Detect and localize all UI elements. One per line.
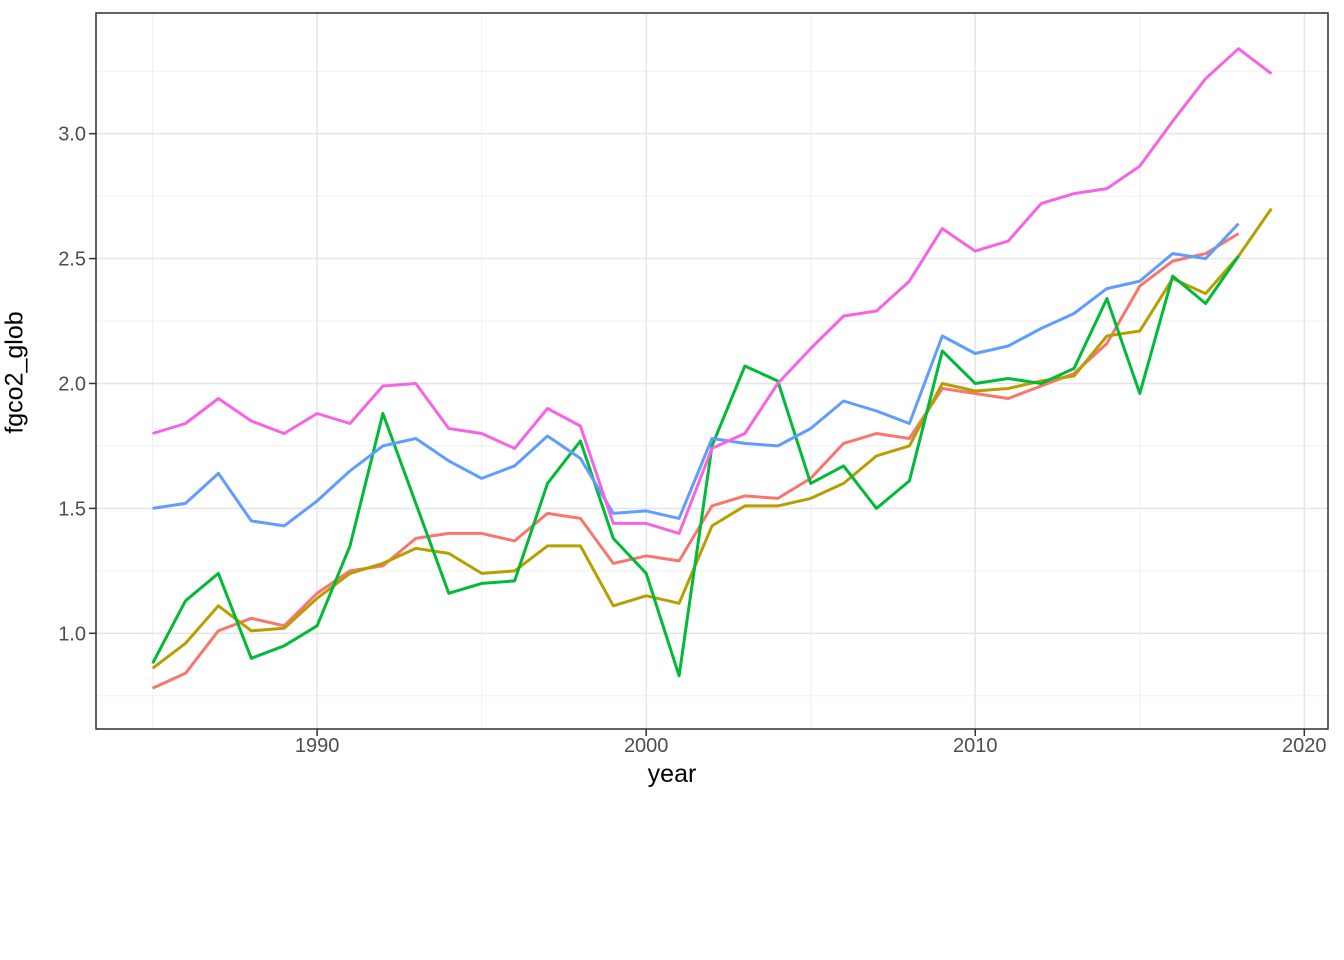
y-tick-label: 2.0 (58, 373, 86, 395)
x-axis-title: year (647, 760, 697, 788)
y-tick-label: 1.0 (58, 623, 86, 645)
y-tick-label: 2.5 (58, 249, 86, 271)
series-line-OceanSODAETHZ_v20211207 (152, 222, 1240, 528)
series-line-JenaMLS_v20211126 (151, 255, 1240, 678)
x-tick-label: 1990 (295, 735, 340, 757)
panel-border (95, 12, 1329, 730)
legend: product CMEMS-LSCE-FFNN_v20210709 CSIRML… (0, 836, 1344, 946)
x-tick-label: 2000 (624, 735, 669, 757)
y-axis-title: fgco2_glob (0, 311, 29, 434)
panel-background (96, 13, 1328, 729)
x-tick-label: 2010 (953, 735, 998, 757)
series-line-UOEX_Wat20_1985_2019_v202112 (152, 47, 1273, 535)
series-line-CSIRML6_v20211117 (151, 207, 1273, 670)
y-tick-label: 3.0 (58, 124, 86, 146)
x-tick-label: 2020 (1282, 735, 1327, 757)
y-tick-label: 1.5 (58, 498, 86, 520)
